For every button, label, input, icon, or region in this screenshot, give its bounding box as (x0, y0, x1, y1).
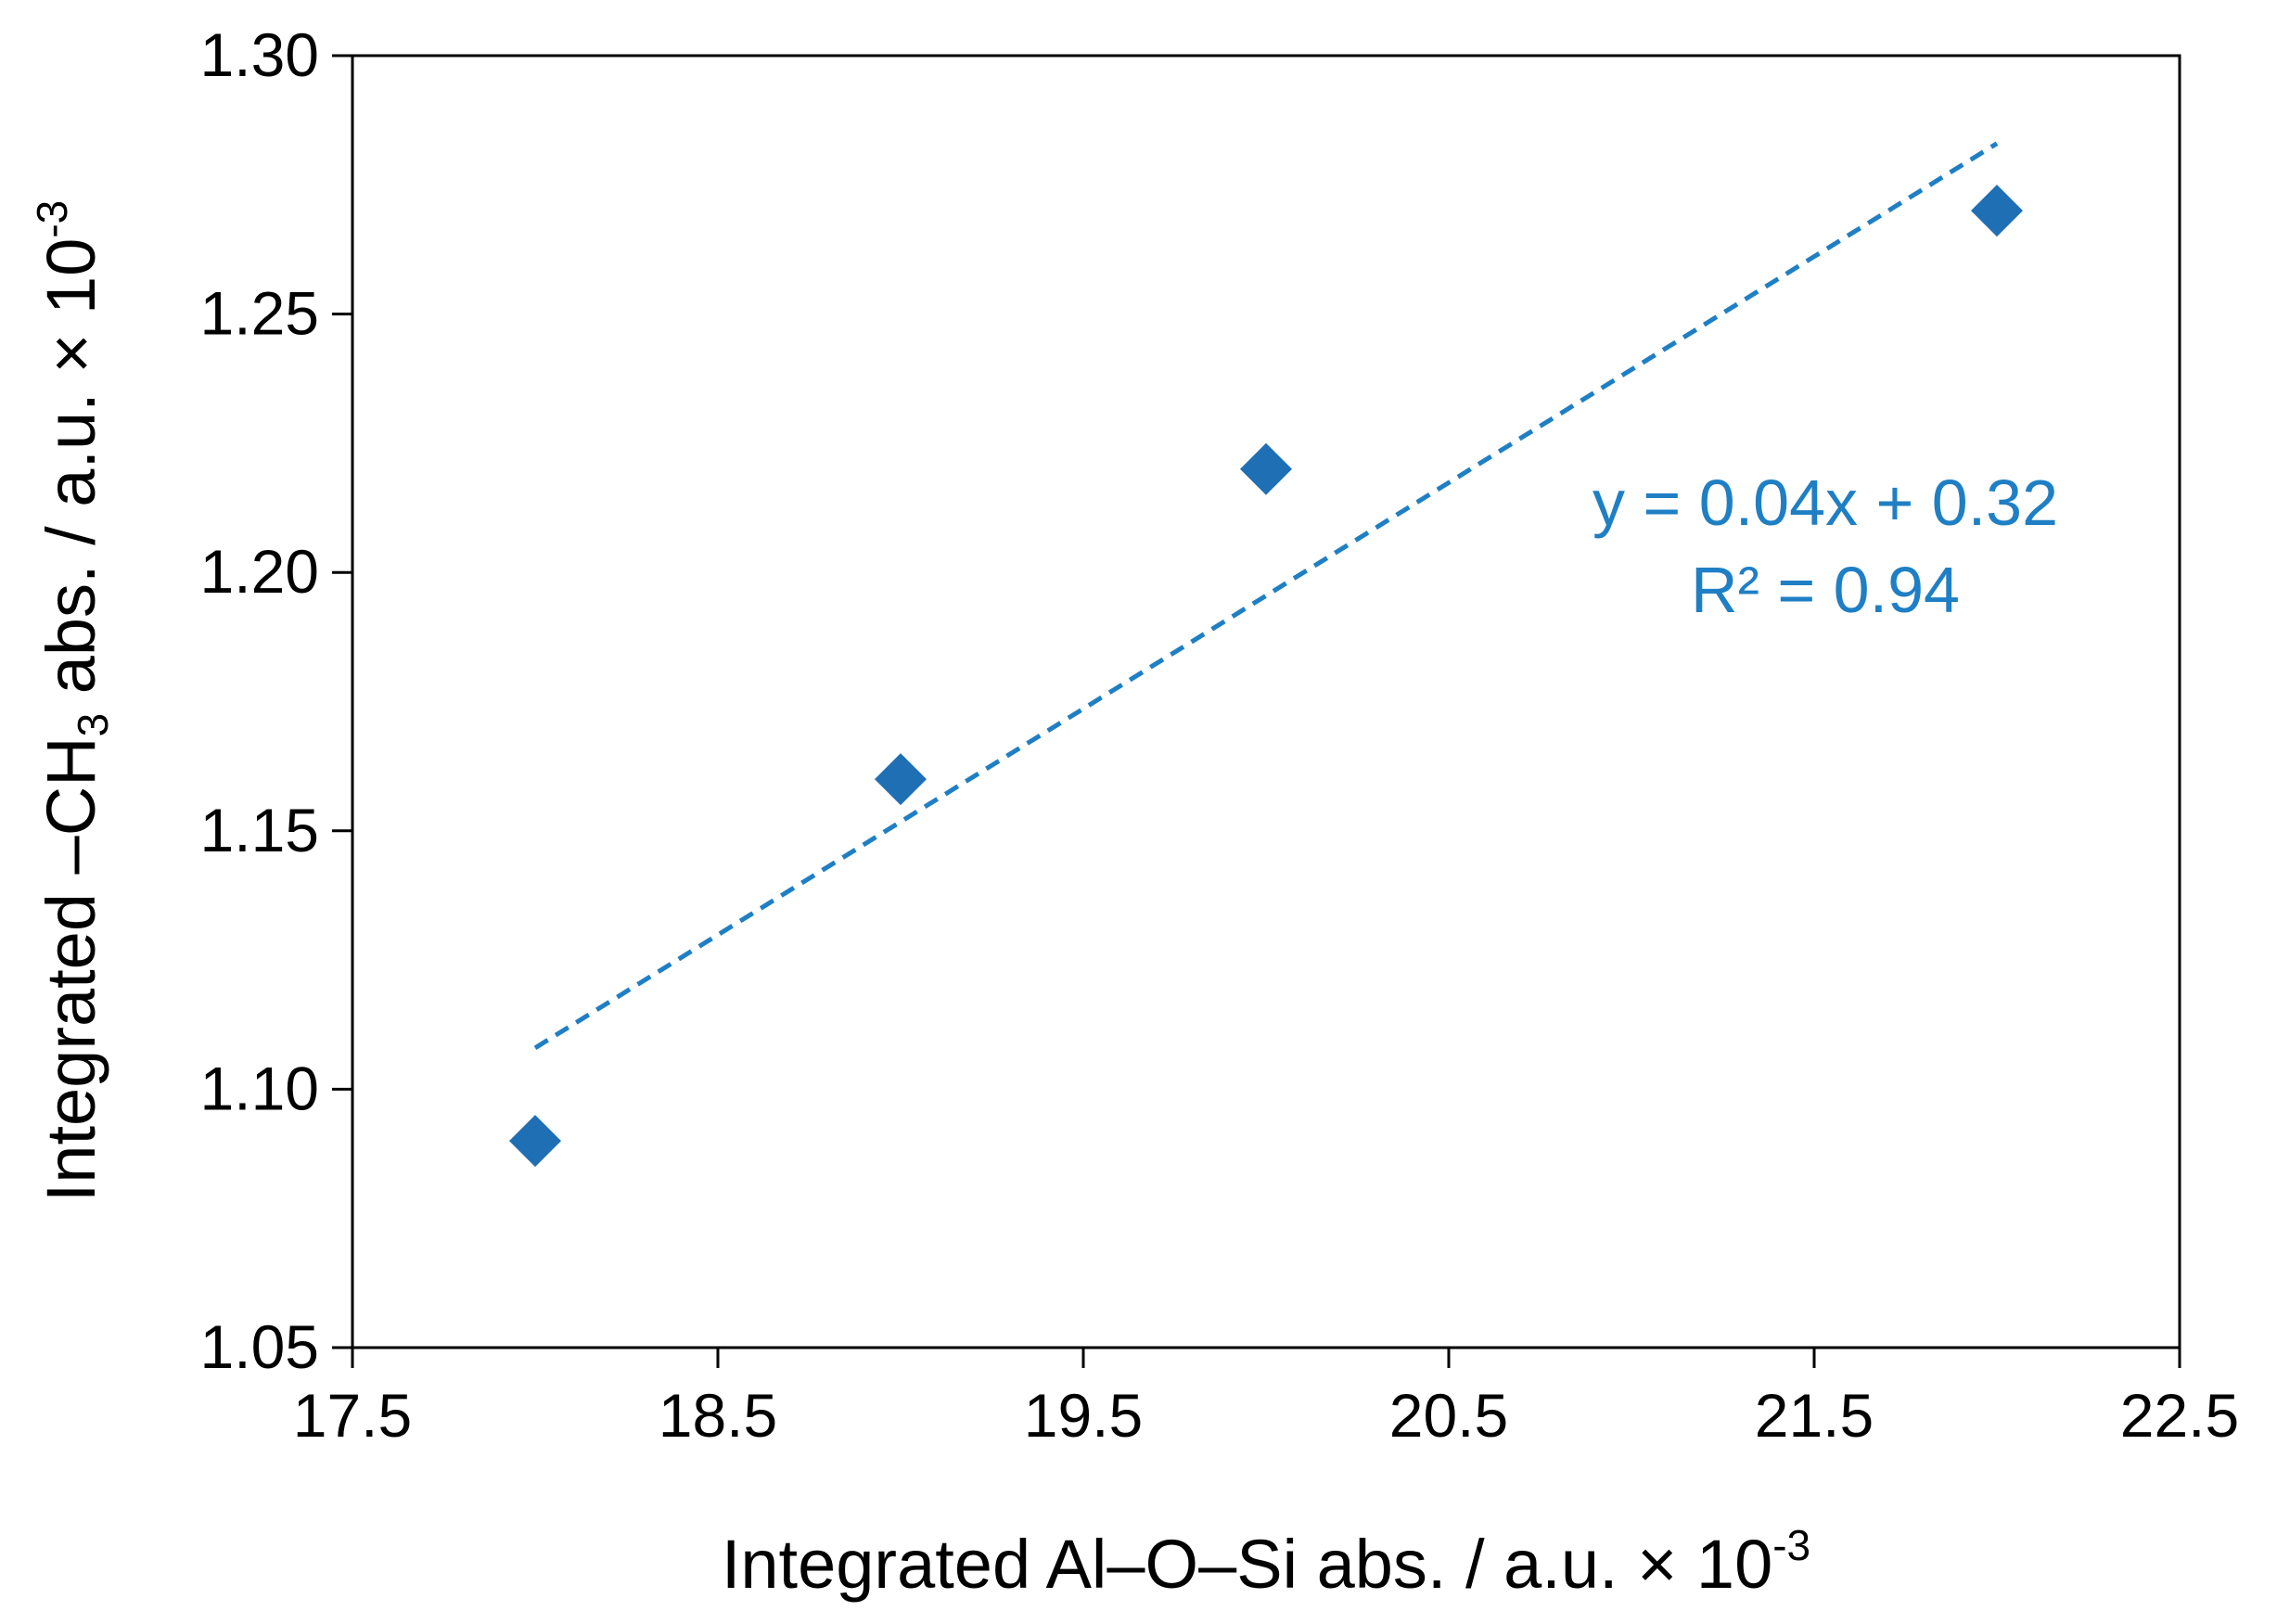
trendline-equation: y = 0.04x + 0.32 (1593, 467, 2058, 539)
y-axis-title: Integrated –CH3 abs. / a.u. × 10-3 (28, 200, 117, 1203)
x-tick-label: 19.5 (1024, 1381, 1143, 1450)
y-tick-label: 1.15 (200, 796, 319, 864)
r-squared-label: R² = 0.94 (1691, 554, 1960, 626)
trendline (533, 141, 1999, 1050)
x-axis-title-exponent: -3 (1772, 1521, 1810, 1569)
x-axis-ticks: 17.5 18.5 19.5 20.5 21.5 22.5 (293, 1348, 2239, 1450)
data-points (509, 185, 2023, 1168)
x-tick-label: 22.5 (2120, 1381, 2239, 1450)
plot-area (351, 54, 2181, 1349)
data-point (1971, 185, 2023, 237)
data-point (1240, 442, 1292, 495)
y-axis-ticks: 1.05 1.10 1.15 1.20 1.25 1.30 (200, 20, 352, 1381)
y-tick-label: 1.10 (200, 1054, 319, 1122)
x-tick-label: 21.5 (1755, 1381, 1874, 1450)
x-axis-title: Integrated Al–O–Si abs. / a.u. × 10-3 (722, 1521, 1810, 1603)
x-tick-label: 17.5 (293, 1381, 412, 1450)
x-axis-title-main: Integrated Al–O–Si abs. / a.u. × 10 (722, 1526, 1772, 1603)
data-point (509, 1115, 561, 1168)
y-axis-title-part2: abs. / a.u. × 10 (32, 238, 109, 713)
y-tick-label: 1.30 (200, 20, 319, 89)
y-tick-label: 1.05 (200, 1312, 319, 1381)
y-tick-label: 1.20 (200, 537, 319, 606)
x-tick-label: 20.5 (1389, 1381, 1508, 1450)
y-axis-title-exponent: -3 (28, 200, 76, 238)
y-tick-label: 1.25 (200, 279, 319, 348)
data-point (875, 753, 927, 806)
y-axis-title-subscript: 3 (69, 713, 117, 737)
x-tick-label: 18.5 (659, 1381, 777, 1450)
y-axis-title-part1: Integrated –CH (32, 736, 109, 1202)
